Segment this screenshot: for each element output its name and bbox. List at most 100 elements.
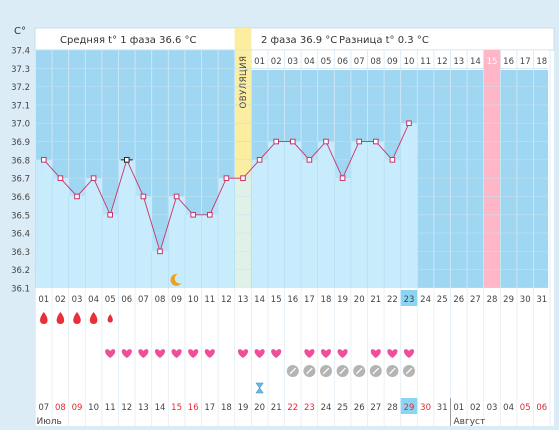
cycle-day-label[interactable]: 26	[453, 295, 464, 305]
calendar-date-label[interactable]: 29	[404, 403, 415, 413]
cycle-day-label[interactable]: 17	[304, 295, 315, 305]
phase2-day-label: 07	[354, 57, 365, 67]
calendar-date-label[interactable]: 20	[254, 403, 265, 413]
calendar-date-label[interactable]: 26	[354, 403, 365, 413]
y-tick-label: 36.4	[11, 230, 30, 240]
temperature-point[interactable]	[157, 248, 163, 255]
calendar-date-label[interactable]: 07	[38, 403, 49, 413]
calendar-date-label[interactable]: 02	[470, 403, 481, 413]
calendar-date-label[interactable]: 27	[370, 403, 381, 413]
calendar-date-label[interactable]: 24	[321, 403, 332, 413]
temperature-point[interactable]	[240, 175, 246, 181]
temperature-point[interactable]	[140, 193, 147, 200]
calendar-date-label[interactable]: 18	[221, 403, 232, 413]
calendar-date-label[interactable]: 13	[138, 403, 149, 413]
calendar-date-label[interactable]: 09	[72, 403, 83, 413]
cycle-day-label[interactable]: 07	[138, 295, 149, 305]
calendar-date-label[interactable]: 11	[105, 403, 116, 413]
cycle-day-label[interactable]: 24	[420, 295, 431, 305]
cycle-day-label[interactable]: 12	[221, 295, 232, 305]
calendar-date-label[interactable]: 16	[188, 403, 199, 413]
temperature-point[interactable]	[273, 138, 279, 145]
temperature-point[interactable]	[41, 157, 47, 163]
temperature-point[interactable]	[339, 175, 346, 181]
calendar-date-label[interactable]: 01	[453, 403, 464, 413]
calendar-date-label[interactable]: 23	[304, 403, 315, 413]
cycle-day-label[interactable]: 31	[536, 295, 547, 305]
temperature-point[interactable]	[290, 138, 296, 145]
moon-icon	[170, 273, 182, 286]
cycle-day-label[interactable]: 01	[38, 295, 49, 305]
temperature-point[interactable]	[389, 157, 396, 163]
cycle-day-label[interactable]: 27	[470, 295, 481, 305]
cycle-day-label[interactable]: 18	[321, 295, 332, 305]
phase2-day-label: 17	[520, 57, 531, 67]
cycle-day-label[interactable]: 28	[487, 295, 498, 305]
cycle-day-label[interactable]: 05	[105, 295, 116, 305]
calendar-date-label[interactable]: 17	[204, 403, 215, 413]
cycle-day-label[interactable]: 21	[370, 295, 381, 305]
calendar-date-label[interactable]: 12	[121, 403, 132, 413]
cycle-day-label[interactable]: 30	[520, 295, 531, 305]
heart-icon	[403, 349, 415, 358]
cycle-day-label[interactable]: 08	[155, 295, 166, 305]
temperature-point[interactable]	[223, 175, 230, 181]
cycle-day-label[interactable]: 11	[204, 295, 215, 305]
calendar-date-label[interactable]: 10	[88, 403, 99, 413]
calendar-date-label[interactable]: 04	[503, 403, 514, 413]
calendar-date-label[interactable]: 31	[437, 403, 448, 413]
cycle-day-label[interactable]: 06	[121, 295, 132, 305]
calendar-date-label[interactable]: 30	[420, 403, 431, 413]
cycle-day-label[interactable]: 20	[354, 295, 365, 305]
pill-icon	[369, 365, 382, 377]
temperature-point[interactable]	[373, 138, 379, 145]
cycle-day-label[interactable]: 09	[171, 295, 182, 305]
temperature-point[interactable]	[74, 193, 80, 200]
cycle-day-label[interactable]: 04	[88, 295, 99, 305]
temperature-point[interactable]	[190, 211, 196, 218]
calendar-date-label[interactable]: 14	[155, 403, 166, 413]
cycle-day-label[interactable]: 13	[238, 295, 249, 305]
y-tick-label: 37.2	[11, 83, 30, 93]
cycle-day-label[interactable]: 22	[387, 295, 398, 305]
cycle-day-label[interactable]: 14	[254, 295, 265, 305]
temperature-point[interactable]	[323, 138, 329, 145]
y-tick-label: 36.7	[11, 175, 30, 185]
temperature-point[interactable]	[406, 120, 412, 127]
calendar-date-label[interactable]: 15	[171, 403, 182, 413]
temperature-point[interactable]	[90, 175, 97, 181]
temperature-point[interactable]	[57, 175, 64, 181]
temperature-point[interactable]	[306, 157, 313, 163]
cycle-day-label[interactable]: 15	[271, 295, 282, 305]
cycle-day-label[interactable]: 25	[437, 295, 448, 305]
temperature-point[interactable]	[356, 138, 362, 145]
cycle-day-label[interactable]: 29	[503, 295, 514, 305]
heart-icon	[105, 349, 116, 358]
cycle-day-label[interactable]: 23	[404, 295, 415, 305]
calendar-date-label[interactable]: 03	[487, 403, 498, 413]
cycle-day-label[interactable]: 16	[287, 295, 298, 305]
temperature-point[interactable]	[173, 193, 180, 200]
cycle-day-label[interactable]: 10	[188, 295, 199, 305]
cycle-day-label[interactable]: 02	[55, 295, 66, 305]
temperature-point[interactable]	[107, 211, 114, 218]
calendar-date-label[interactable]: 06	[536, 403, 547, 413]
temperature-point[interactable]	[124, 157, 130, 163]
calendar-date-label[interactable]: 25	[337, 403, 348, 413]
calendar-date-label[interactable]: 19	[238, 403, 249, 413]
temp-difference: Разница t° 0.3 °C	[339, 35, 429, 46]
calendar-date-label[interactable]: 05	[520, 403, 531, 413]
y-tick-label: 36.9	[11, 138, 30, 148]
calendar-date-label[interactable]: 28	[387, 403, 398, 413]
pill-icon	[336, 365, 349, 377]
calendar-date-label[interactable]: 22	[287, 403, 298, 413]
cycle-day-label[interactable]: 03	[72, 295, 83, 305]
temperature-point[interactable]	[256, 157, 263, 163]
phase2-day-label: 10	[404, 57, 415, 67]
calendar-date-label[interactable]: 21	[271, 403, 282, 413]
cycle-day-label[interactable]: 19	[337, 295, 348, 305]
temperature-point[interactable]	[207, 211, 213, 218]
calendar-date-label[interactable]: 08	[55, 403, 66, 413]
